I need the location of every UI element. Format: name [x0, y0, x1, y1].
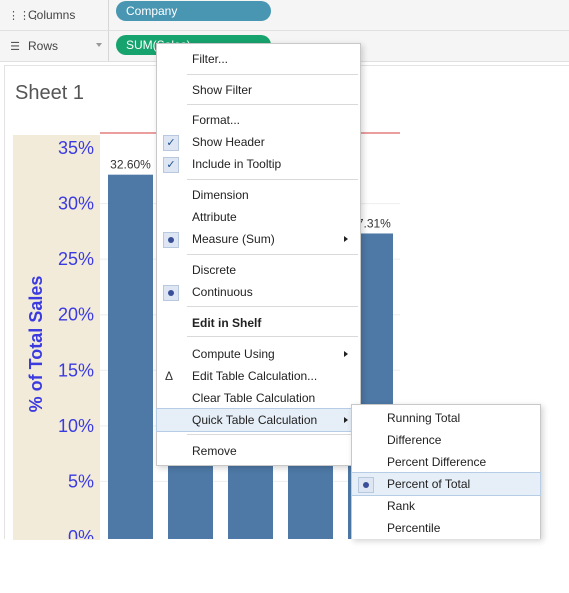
y-tick-label: 35% — [58, 138, 94, 158]
radio-selected-icon — [358, 477, 374, 493]
submenu-item-percent-difference[interactable]: Percent Difference — [352, 451, 540, 473]
submenu-item-percent-of-total[interactable]: Percent of Total — [351, 472, 541, 496]
menu-item-dimension[interactable]: Dimension — [157, 184, 360, 206]
radio-selected-icon — [163, 232, 179, 248]
menu-separator — [187, 336, 358, 337]
menu-item-remove[interactable]: Remove — [157, 440, 360, 462]
menu-item-edit-in-shelf[interactable]: Edit in Shelf — [157, 312, 360, 334]
y-tick-label: 10% — [58, 416, 94, 436]
menu-item-label: Attribute — [192, 210, 237, 224]
submenu-arrow-icon — [344, 236, 348, 242]
columns-label: Columns — [28, 8, 76, 22]
menu-item-show-header[interactable]: ✓ Show Header — [157, 131, 360, 153]
menu-item-label: Remove — [192, 444, 237, 458]
menu-item-label: Clear Table Calculation — [192, 391, 316, 405]
y-axis-title: % of Total Sales — [26, 276, 46, 413]
menu-item-label: Rank — [387, 499, 416, 513]
y-tick-label: 15% — [58, 360, 94, 380]
menu-item-label: Quick Table Calculation — [192, 413, 318, 427]
menu-item-label: Format... — [192, 113, 241, 127]
bar-data-label: 32.60% — [110, 158, 151, 172]
delta-icon: Δ — [165, 369, 174, 383]
quick-table-calculation-submenu: Running Total Difference Percent Differenc… — [351, 404, 541, 539]
menu-separator — [187, 254, 358, 255]
menu-item-quick-table-calculation[interactable]: Quick Table Calculation — [156, 408, 361, 432]
y-tick-label: 30% — [58, 194, 94, 214]
menu-item-label: Filter... — [192, 52, 229, 66]
menu-item-continuous[interactable]: Continuous — [157, 281, 360, 303]
submenu-item-rank[interactable]: Rank — [352, 495, 540, 517]
menu-item-label: Difference — [387, 433, 442, 447]
y-tick-label: 0% — [68, 527, 94, 539]
menu-item-edit-table-calculation[interactable]: Δ Edit Table Calculation... — [157, 365, 360, 387]
sheet-title: Sheet 1 — [15, 82, 84, 104]
submenu-item-percentile[interactable]: Percentile — [352, 517, 540, 539]
menu-separator — [187, 434, 358, 435]
company-pill[interactable]: Company — [116, 1, 271, 21]
menu-item-label: Running Total — [387, 411, 461, 425]
rows-shelf-label: ☰ Rows — [0, 31, 109, 61]
menu-item-label: Include in Tooltip — [192, 157, 282, 171]
menu-item-label: Continuous — [192, 285, 253, 299]
menu-item-clear-table-calculation[interactable]: Clear Table Calculation — [157, 387, 360, 409]
submenu-arrow-icon — [344, 417, 348, 423]
columns-icon: ⋮⋮⋮ — [8, 9, 41, 22]
menu-separator — [187, 104, 358, 105]
menu-item-discrete[interactable]: Discrete — [157, 259, 360, 281]
columns-shelf-label: ⋮⋮⋮ Columns — [0, 0, 109, 30]
checkmark-icon: ✓ — [163, 157, 179, 173]
submenu-item-difference[interactable]: Difference — [352, 429, 540, 451]
menu-item-filter[interactable]: Filter... — [157, 48, 360, 70]
menu-item-show-filter[interactable]: Show Filter — [157, 79, 360, 101]
bar — [108, 174, 153, 539]
menu-item-label: Edit in Shelf — [192, 316, 262, 330]
menu-item-label: Dimension — [192, 188, 249, 202]
menu-item-label: Percentile — [387, 521, 441, 535]
menu-item-label: Compute Using — [192, 347, 275, 361]
menu-item-attribute[interactable]: Attribute — [157, 206, 360, 228]
menu-separator — [187, 306, 358, 307]
checkmark-icon: ✓ — [163, 135, 179, 151]
y-tick-label: 20% — [58, 305, 94, 325]
submenu-arrow-icon — [344, 351, 348, 357]
menu-separator — [187, 74, 358, 75]
rows-icon: ☰ — [10, 40, 20, 53]
menu-separator — [187, 179, 358, 180]
context-menu: Filter... Show Filter Format... ✓ Show Heade… — [156, 43, 361, 466]
columns-shelf[interactable]: ⋮⋮⋮ Columns Company — [0, 0, 569, 31]
menu-item-format[interactable]: Format... — [157, 109, 360, 131]
menu-item-label: Show Header — [192, 135, 265, 149]
menu-item-include-in-tooltip[interactable]: ✓ Include in Tooltip — [157, 153, 360, 175]
menu-item-label: Percent Difference — [387, 455, 487, 469]
y-tick-label: 25% — [58, 249, 94, 269]
rows-label: Rows — [28, 39, 59, 53]
menu-item-label: Discrete — [192, 263, 237, 277]
menu-item-measure-sum[interactable]: Measure (Sum) — [157, 228, 360, 250]
submenu-item-running-total[interactable]: Running Total — [352, 407, 540, 429]
radio-selected-icon — [163, 285, 179, 301]
menu-item-label: Show Filter — [192, 83, 253, 97]
rows-dropdown-icon[interactable] — [96, 43, 102, 47]
y-tick-label: 5% — [68, 471, 94, 491]
menu-item-compute-using[interactable]: Compute Using — [157, 343, 360, 365]
menu-item-label: Edit Table Calculation... — [192, 369, 318, 383]
menu-item-label: Percent of Total — [387, 477, 471, 491]
y-axis-band — [13, 135, 100, 540]
menu-item-label: Measure (Sum) — [192, 232, 275, 246]
